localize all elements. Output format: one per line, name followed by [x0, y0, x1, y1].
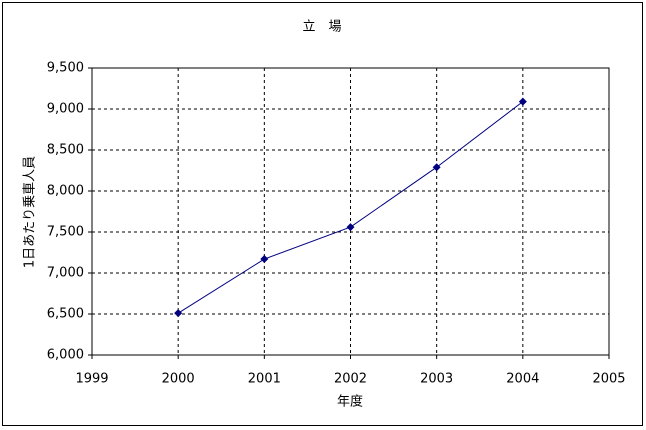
- x-tick-label: 2004: [506, 372, 539, 387]
- y-axis-label: 1日あたり乗車人員: [23, 156, 38, 268]
- chart-title: 立 場: [302, 20, 341, 35]
- x-tick-label: 1999: [75, 372, 108, 387]
- x-tick-label: 2003: [420, 372, 453, 387]
- y-tick-label: 9,500: [47, 61, 84, 76]
- plot-border: [91, 67, 610, 356]
- plot-area: [92, 68, 609, 355]
- marker: [260, 255, 269, 264]
- y-tick-label: 9,000: [47, 102, 84, 117]
- x-tick-label: 2001: [248, 372, 281, 387]
- y-tick-label: 8,000: [47, 184, 84, 199]
- y-tick-label: 6,000: [47, 348, 84, 363]
- y-tick-label: 8,500: [47, 143, 84, 158]
- x-tick-label: 2000: [162, 372, 195, 387]
- marker: [174, 309, 183, 318]
- y-tick-label: 6,500: [47, 307, 84, 322]
- x-tick-label: 2002: [334, 372, 367, 387]
- marker: [432, 163, 441, 172]
- x-axis-label: 年度: [337, 394, 363, 410]
- marker: [518, 97, 527, 106]
- y-tick-label: 7,000: [47, 266, 84, 281]
- y-tick-label: 7,500: [47, 225, 84, 240]
- x-tick-label: 2005: [592, 372, 625, 387]
- marker: [346, 223, 355, 232]
